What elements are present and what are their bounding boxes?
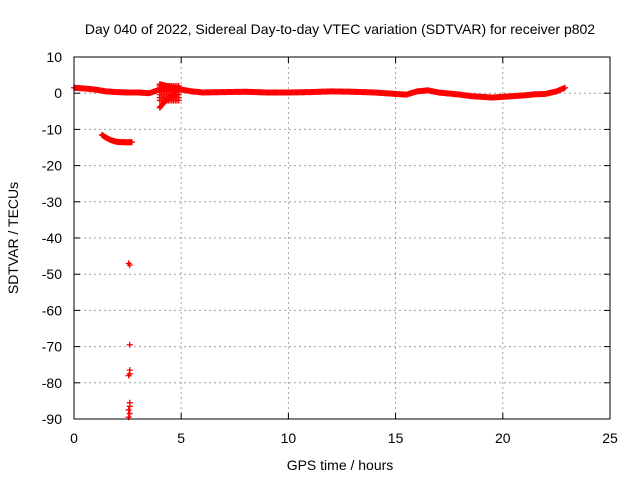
y-tick-label: -70 — [42, 339, 62, 355]
y-tick-label: -20 — [42, 158, 62, 174]
data-point — [125, 260, 132, 267]
y-tick-label: 0 — [54, 85, 62, 101]
data-point — [126, 341, 133, 348]
data-points — [71, 81, 568, 421]
data-point — [561, 84, 568, 91]
data-point — [126, 410, 133, 417]
x-axis-label: GPS time / hours — [287, 457, 394, 473]
grid — [74, 57, 610, 419]
chart-title: Day 040 of 2022, Sidereal Day-to-day VTE… — [85, 21, 595, 37]
y-tick-label: -40 — [42, 230, 62, 246]
x-tick-label: 25 — [602, 430, 618, 446]
data-point — [128, 139, 135, 146]
data-point — [175, 82, 182, 89]
y-tick-label: -50 — [42, 266, 62, 282]
data-point — [125, 372, 132, 379]
x-tick-label: 5 — [177, 430, 185, 446]
x-tick-label: 10 — [281, 430, 297, 446]
x-tick-label: 0 — [70, 430, 78, 446]
data-point — [125, 406, 132, 413]
ticks: 0 5 10 15 20 25 10 0 -10 -20 -30 -40 -50 -60 -70 -80 -90 — [42, 49, 618, 446]
data-point — [126, 403, 133, 410]
y-tick-label: -60 — [42, 302, 62, 318]
x-tick-label: 20 — [495, 430, 511, 446]
y-tick-label: 10 — [46, 49, 62, 65]
y-axis-label: SDTVAR / TECUs — [5, 182, 21, 294]
x-tick-label: 15 — [388, 430, 404, 446]
y-tick-label: -10 — [42, 121, 62, 137]
y-tick-label: -80 — [42, 375, 62, 391]
y-tick-label: -90 — [42, 411, 62, 427]
y-tick-label: -30 — [42, 194, 62, 210]
